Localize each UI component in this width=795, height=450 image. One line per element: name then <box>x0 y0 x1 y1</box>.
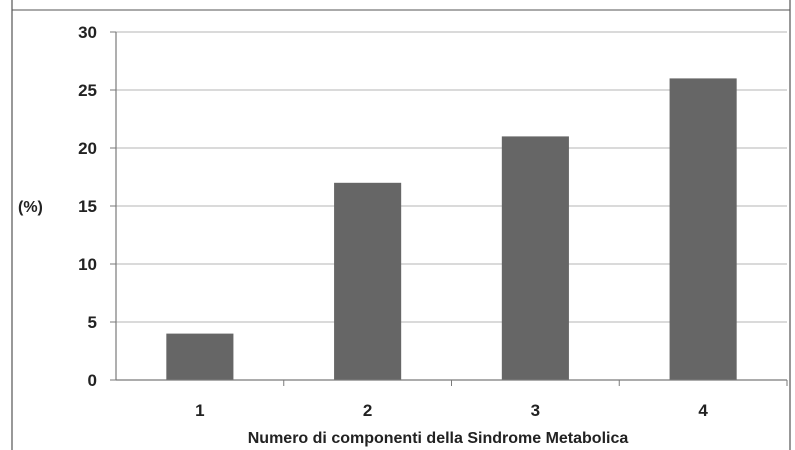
y-tick-label: 0 <box>88 371 97 390</box>
x-tick-label: 2 <box>363 401 372 420</box>
bar <box>334 182 402 380</box>
y-tick-label: 25 <box>78 81 97 100</box>
axes <box>115 32 788 386</box>
x-tick-label: 1 <box>195 401 204 420</box>
y-tick-labels: 0 5 10 15 20 25 30 <box>78 23 97 390</box>
bar <box>166 333 234 380</box>
bar <box>501 136 569 380</box>
y-tick-label: 15 <box>78 197 97 216</box>
x-tick-labels: 1 2 3 4 <box>195 401 708 420</box>
bar <box>669 78 737 381</box>
x-tick-label: 3 <box>531 401 540 420</box>
y-axis-title: (%) <box>18 199 43 216</box>
chart-border <box>11 0 791 450</box>
x-axis-title: Numero di componenti della Sindrome Meta… <box>248 430 629 447</box>
y-tick-label: 30 <box>78 23 97 42</box>
y-tick-label: 10 <box>78 255 97 274</box>
bars <box>166 78 737 381</box>
x-tick-label: 4 <box>698 401 708 420</box>
y-tick-label: 20 <box>78 139 97 158</box>
y-tick-label: 5 <box>88 313 97 332</box>
